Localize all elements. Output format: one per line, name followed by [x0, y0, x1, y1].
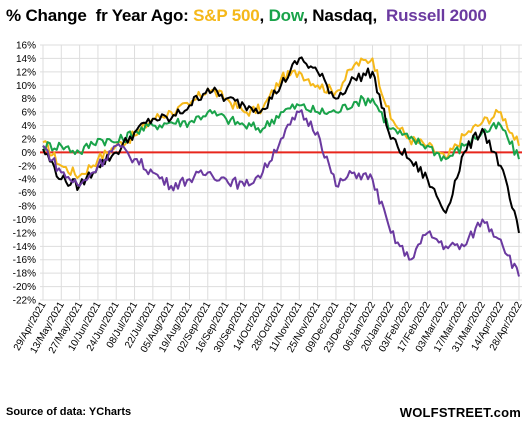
series-lines: [42, 56, 520, 277]
y-tick-label: 6%: [22, 108, 37, 119]
y-tick-label: -10%: [13, 215, 36, 226]
title-part: ,: [259, 6, 269, 25]
title-part: Dow: [268, 6, 304, 25]
y-tick-label: -16%: [13, 255, 36, 266]
y-tick-label: -18%: [13, 269, 36, 280]
y-tick-label: -14%: [13, 242, 36, 253]
y-tick-label: -6%: [18, 188, 36, 199]
y-tick-label: -4%: [18, 175, 36, 186]
title-part: Russell 2000: [386, 6, 487, 25]
y-tick-label: 0%: [22, 148, 37, 159]
y-tick-label: -12%: [13, 228, 36, 239]
source-note: Source of data: YCharts: [6, 406, 132, 418]
series-line-3: [42, 109, 520, 277]
y-tick-label: 8%: [22, 94, 37, 105]
y-tick-label: 2%: [22, 134, 37, 145]
y-tick-label: -2%: [18, 161, 36, 172]
title-part: % Change fr Year Ago:: [6, 6, 194, 25]
y-axis: 16% 14% 12% 10% 8% 6% 4% 2% 0% -2% -4% -6% -8% -10% -1…: [13, 41, 36, 307]
y-tick-label: -22%: [13, 296, 36, 307]
y-tick-label: 10%: [16, 81, 36, 92]
watermark: WOLFSTREET.com: [399, 405, 521, 420]
y-tick-label: 4%: [22, 121, 37, 132]
y-tick-label: -20%: [13, 282, 36, 293]
y-tick-label: 12%: [16, 67, 36, 78]
series-line-2: [42, 56, 520, 234]
title-part: S&P 500: [193, 6, 260, 25]
y-tick-label: -8%: [18, 202, 36, 213]
series-line-1: [42, 95, 520, 162]
y-tick-label: 16%: [16, 41, 36, 52]
title-part: , Nasdaq,: [303, 6, 387, 25]
x-axis: 29/Apr/202113/May/202127/May/202110/Jun/…: [12, 300, 525, 356]
chart-title: % Change fr Year Ago: S&P 500, Dow, Nasd…: [6, 6, 487, 26]
y-tick-label: 14%: [16, 54, 36, 65]
